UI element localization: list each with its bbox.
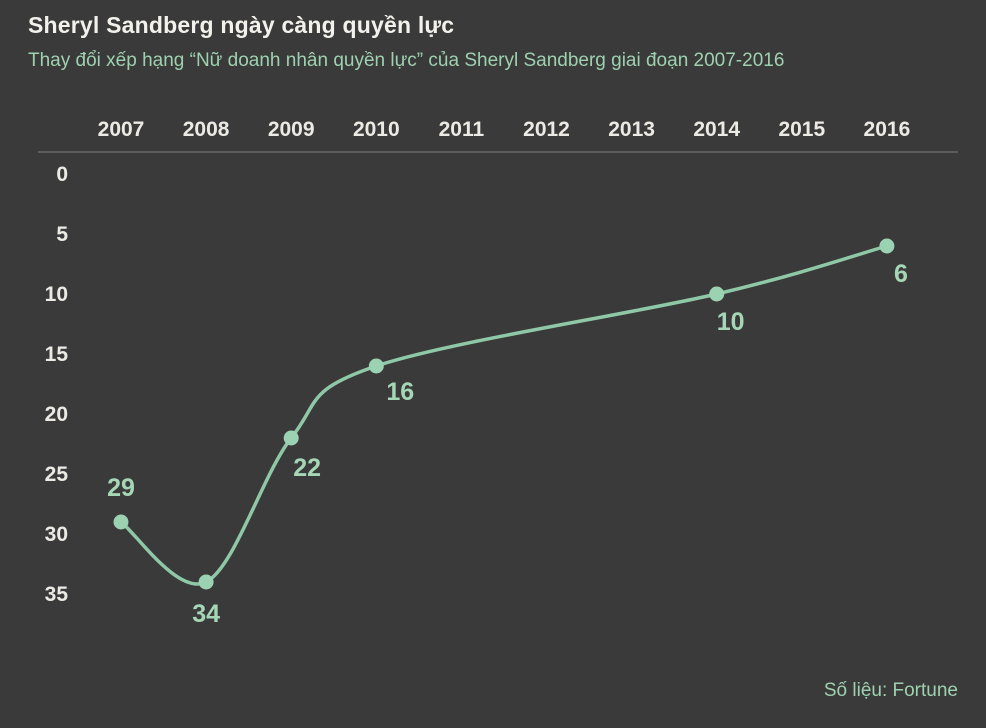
y-tick-label: 30 — [45, 523, 68, 546]
source-note: Số liệu: Fortune — [823, 680, 958, 701]
data-point — [283, 430, 299, 446]
data-point-label: 34 — [192, 600, 220, 628]
y-tick-label: 20 — [45, 403, 68, 426]
x-tick-label: 2009 — [268, 118, 315, 141]
y-tick-label: 25 — [45, 463, 69, 486]
chart-subtitle: Thay đổi xếp hạng “Nữ doanh nhân quyền l… — [28, 50, 785, 71]
y-tick-label: 5 — [56, 223, 68, 246]
line-chart: 2007 2008 2009 2010 2011 2012 2013 2014 2015 2016… — [38, 118, 958, 628]
data-point — [368, 358, 384, 374]
data-point — [879, 238, 895, 254]
data-point — [709, 286, 725, 302]
y-tick-label: 10 — [45, 283, 68, 306]
y-tick-label: 35 — [45, 583, 69, 606]
x-tick-label: 2016 — [864, 118, 911, 141]
data-point — [113, 514, 129, 530]
data-point-label: 22 — [293, 454, 321, 482]
data-point — [198, 574, 214, 590]
x-tick-label: 2007 — [98, 118, 145, 141]
y-tick-label: 0 — [56, 163, 68, 186]
x-tick-label: 2010 — [353, 118, 400, 141]
chart-title: Sheryl Sandberg ngày càng quyền lực — [28, 12, 455, 38]
data-point-label: 10 — [717, 308, 745, 336]
trend-line — [119, 244, 889, 586]
x-tick-label: 2014 — [693, 118, 740, 141]
y-tick-label: 15 — [45, 343, 69, 366]
x-tick-label: 2015 — [778, 118, 825, 141]
x-tick-label: 2012 — [523, 118, 570, 141]
data-point-label: 16 — [386, 378, 414, 406]
data-point-label: 6 — [894, 260, 908, 288]
data-point-label: 29 — [107, 474, 135, 502]
x-tick-label: 2011 — [439, 118, 485, 141]
x-tick-label: 2008 — [183, 118, 230, 141]
x-tick-label: 2013 — [608, 118, 655, 141]
